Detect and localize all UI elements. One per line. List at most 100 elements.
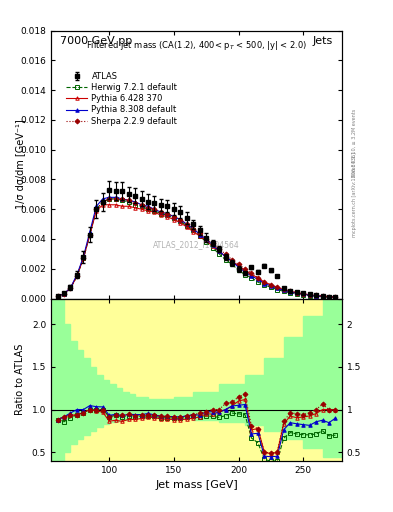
- Herwig 7.2.1 default: [107, 196, 112, 202]
- Pythia 6.428 370: [262, 279, 267, 285]
- Sherpa 2.2.9 default: [301, 291, 305, 297]
- Herwig 7.2.1 default: [171, 215, 176, 221]
- Pythia 6.428 370: [230, 258, 234, 264]
- Pythia 6.428 370: [62, 291, 66, 297]
- Sherpa 2.2.9 default: [139, 202, 144, 208]
- Pythia 6.428 370: [107, 202, 112, 208]
- Sherpa 2.2.9 default: [178, 217, 183, 223]
- Pythia 6.428 370: [139, 206, 144, 212]
- Bar: [264, 341, 284, 435]
- Bar: [83, 341, 90, 444]
- Bar: [90, 367, 96, 431]
- Herwig 7.2.1 default: [217, 251, 222, 257]
- Pythia 8.308 default: [75, 272, 79, 278]
- Pythia 8.308 default: [55, 293, 60, 300]
- Sherpa 2.2.9 default: [101, 199, 105, 205]
- Bar: [284, 337, 303, 439]
- Pythia 8.308 default: [236, 264, 241, 270]
- Herwig 7.2.1 default: [146, 206, 151, 212]
- Pythia 8.308 default: [171, 214, 176, 220]
- Sherpa 2.2.9 default: [94, 206, 99, 212]
- Line: Herwig 7.2.1 default: Herwig 7.2.1 default: [56, 197, 337, 299]
- Sherpa 2.2.9 default: [333, 294, 338, 300]
- Herwig 7.2.1 default: [301, 292, 305, 298]
- Pythia 8.308 default: [294, 290, 299, 296]
- Line: Pythia 8.308 default: Pythia 8.308 default: [56, 196, 337, 299]
- Herwig 7.2.1 default: [223, 257, 228, 263]
- Herwig 7.2.1 default: [94, 206, 99, 212]
- Sherpa 2.2.9 default: [107, 196, 112, 202]
- Pythia 6.428 370: [133, 205, 138, 211]
- X-axis label: Jet mass [GeV]: Jet mass [GeV]: [155, 480, 238, 490]
- Sherpa 2.2.9 default: [275, 284, 280, 290]
- Pythia 8.308 default: [255, 276, 260, 282]
- Bar: [303, 315, 323, 448]
- Herwig 7.2.1 default: [75, 273, 79, 279]
- Pythia 6.428 370: [113, 202, 118, 208]
- Herwig 7.2.1 default: [197, 233, 202, 239]
- Sherpa 2.2.9 default: [294, 289, 299, 295]
- Herwig 7.2.1 default: [159, 210, 163, 217]
- Herwig 7.2.1 default: [101, 199, 105, 205]
- Bar: [70, 315, 77, 461]
- Bar: [64, 298, 70, 461]
- Sherpa 2.2.9 default: [255, 274, 260, 281]
- Pythia 6.428 370: [333, 294, 338, 300]
- Sherpa 2.2.9 default: [62, 291, 66, 297]
- Bar: [245, 367, 264, 426]
- Sherpa 2.2.9 default: [314, 292, 318, 298]
- Pythia 8.308 default: [333, 294, 338, 300]
- Herwig 7.2.1 default: [262, 282, 267, 288]
- Bar: [161, 393, 174, 418]
- Pythia 6.428 370: [255, 274, 260, 281]
- Pythia 8.308 default: [113, 194, 118, 200]
- Bar: [51, 298, 64, 461]
- Sherpa 2.2.9 default: [113, 196, 118, 202]
- Herwig 7.2.1 default: [165, 212, 170, 218]
- Pythia 6.428 370: [126, 203, 131, 209]
- Sherpa 2.2.9 default: [68, 285, 73, 291]
- Herwig 7.2.1 default: [314, 293, 318, 300]
- Pythia 6.428 370: [120, 203, 125, 209]
- Sherpa 2.2.9 default: [249, 270, 254, 276]
- Herwig 7.2.1 default: [268, 284, 273, 290]
- Pythia 6.428 370: [268, 282, 273, 288]
- Pythia 8.308 default: [223, 254, 228, 260]
- Pythia 8.308 default: [178, 217, 183, 223]
- Pythia 6.428 370: [178, 220, 183, 226]
- Sherpa 2.2.9 default: [126, 197, 131, 203]
- Bar: [264, 358, 284, 431]
- Bar: [323, 298, 342, 457]
- Pythia 8.308 default: [288, 289, 292, 295]
- Pythia 8.308 default: [68, 285, 73, 291]
- Pythia 8.308 default: [327, 294, 331, 300]
- Herwig 7.2.1 default: [191, 227, 196, 233]
- Pythia 8.308 default: [184, 221, 189, 227]
- Sherpa 2.2.9 default: [288, 288, 292, 294]
- Pythia 8.308 default: [120, 196, 125, 202]
- Pythia 8.308 default: [217, 248, 222, 254]
- Herwig 7.2.1 default: [139, 203, 144, 209]
- Pythia 6.428 370: [275, 284, 280, 290]
- Pythia 8.308 default: [62, 291, 66, 297]
- Pythia 6.428 370: [327, 293, 331, 300]
- Pythia 6.428 370: [152, 209, 157, 215]
- Pythia 6.428 370: [68, 285, 73, 291]
- Line: Pythia 6.428 370: Pythia 6.428 370: [56, 203, 337, 299]
- Pythia 6.428 370: [171, 217, 176, 223]
- Pythia 6.428 370: [191, 228, 196, 234]
- Pythia 6.428 370: [204, 238, 209, 244]
- Pythia 6.428 370: [94, 208, 99, 214]
- Text: mcplots.cern.ch [arXiv:1306.3436]: mcplots.cern.ch [arXiv:1306.3436]: [352, 152, 357, 237]
- Herwig 7.2.1 default: [281, 288, 286, 294]
- Pythia 8.308 default: [165, 210, 170, 217]
- Bar: [219, 375, 245, 422]
- Line: Sherpa 2.2.9 default: Sherpa 2.2.9 default: [56, 197, 337, 299]
- Sherpa 2.2.9 default: [159, 209, 163, 215]
- Sherpa 2.2.9 default: [197, 230, 202, 236]
- Sherpa 2.2.9 default: [184, 221, 189, 227]
- Pythia 8.308 default: [301, 291, 305, 297]
- Pythia 8.308 default: [314, 293, 318, 299]
- Sherpa 2.2.9 default: [81, 255, 86, 262]
- Pythia 6.428 370: [81, 255, 86, 262]
